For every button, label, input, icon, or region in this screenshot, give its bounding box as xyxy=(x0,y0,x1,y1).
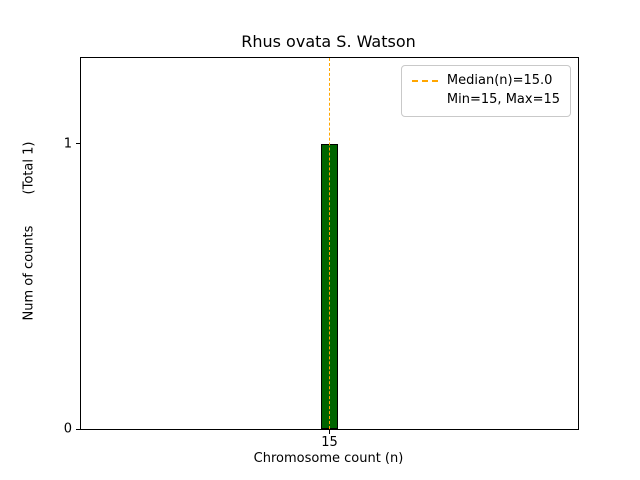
plot-area: Median(n)=15.0 Min=15, Max=15 0 1 15 xyxy=(64,57,579,450)
legend-row-median: Median(n)=15.0 xyxy=(411,72,560,91)
legend-label-minmax: Min=15, Max=15 xyxy=(446,91,560,107)
y-tick xyxy=(76,143,80,145)
x-tick-label: 15 xyxy=(321,435,338,450)
legend-label-median: Median(n)=15.0 xyxy=(446,73,553,88)
median-line-legend-sample xyxy=(411,80,438,83)
median-line xyxy=(328,58,330,429)
legend: Median(n)=15.0 Min=15, Max=15 xyxy=(400,65,571,117)
chart-title: Rhus ovata S. Watson xyxy=(241,32,416,51)
x-tick xyxy=(329,430,331,434)
x-axis-label: Chromosome count (n) xyxy=(253,451,404,466)
y-axis-total-text: (Total 1) xyxy=(21,141,37,195)
legend-row-minmax: Min=15, Max=15 xyxy=(412,91,560,110)
y-tick-label: 0 xyxy=(63,421,72,437)
y-axis-label-text: Num of counts xyxy=(21,225,37,321)
y-tick xyxy=(76,428,80,430)
y-tick-label: 1 xyxy=(63,136,72,152)
y-axis-label: Num of counts (Total 1) xyxy=(22,142,37,321)
